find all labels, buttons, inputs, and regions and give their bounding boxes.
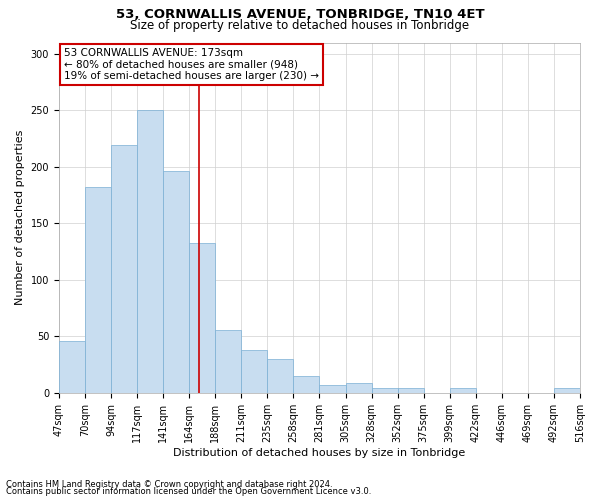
Bar bbox=[554, 388, 580, 393]
Bar bbox=[189, 242, 215, 393]
Bar bbox=[163, 172, 189, 393]
Y-axis label: Number of detached properties: Number of detached properties bbox=[15, 130, 25, 306]
Text: Contains HM Land Registry data © Crown copyright and database right 2024.: Contains HM Land Registry data © Crown c… bbox=[6, 480, 332, 489]
Bar bbox=[268, 359, 293, 393]
Text: Contains public sector information licensed under the Open Government Licence v3: Contains public sector information licen… bbox=[6, 487, 371, 496]
Bar bbox=[111, 146, 137, 393]
Text: 53, CORNWALLIS AVENUE, TONBRIDGE, TN10 4ET: 53, CORNWALLIS AVENUE, TONBRIDGE, TN10 4… bbox=[116, 8, 484, 20]
Text: 53 CORNWALLIS AVENUE: 173sqm
← 80% of detached houses are smaller (948)
19% of s: 53 CORNWALLIS AVENUE: 173sqm ← 80% of de… bbox=[64, 48, 319, 81]
Bar bbox=[137, 110, 163, 393]
Bar bbox=[346, 382, 371, 393]
Bar bbox=[241, 350, 268, 393]
Bar bbox=[293, 376, 319, 393]
Bar bbox=[398, 388, 424, 393]
X-axis label: Distribution of detached houses by size in Tonbridge: Distribution of detached houses by size … bbox=[173, 448, 466, 458]
Bar bbox=[319, 385, 346, 393]
Bar bbox=[85, 187, 111, 393]
Bar bbox=[215, 330, 241, 393]
Bar bbox=[59, 341, 85, 393]
Bar bbox=[450, 388, 476, 393]
Text: Size of property relative to detached houses in Tonbridge: Size of property relative to detached ho… bbox=[130, 19, 470, 32]
Bar bbox=[371, 388, 398, 393]
